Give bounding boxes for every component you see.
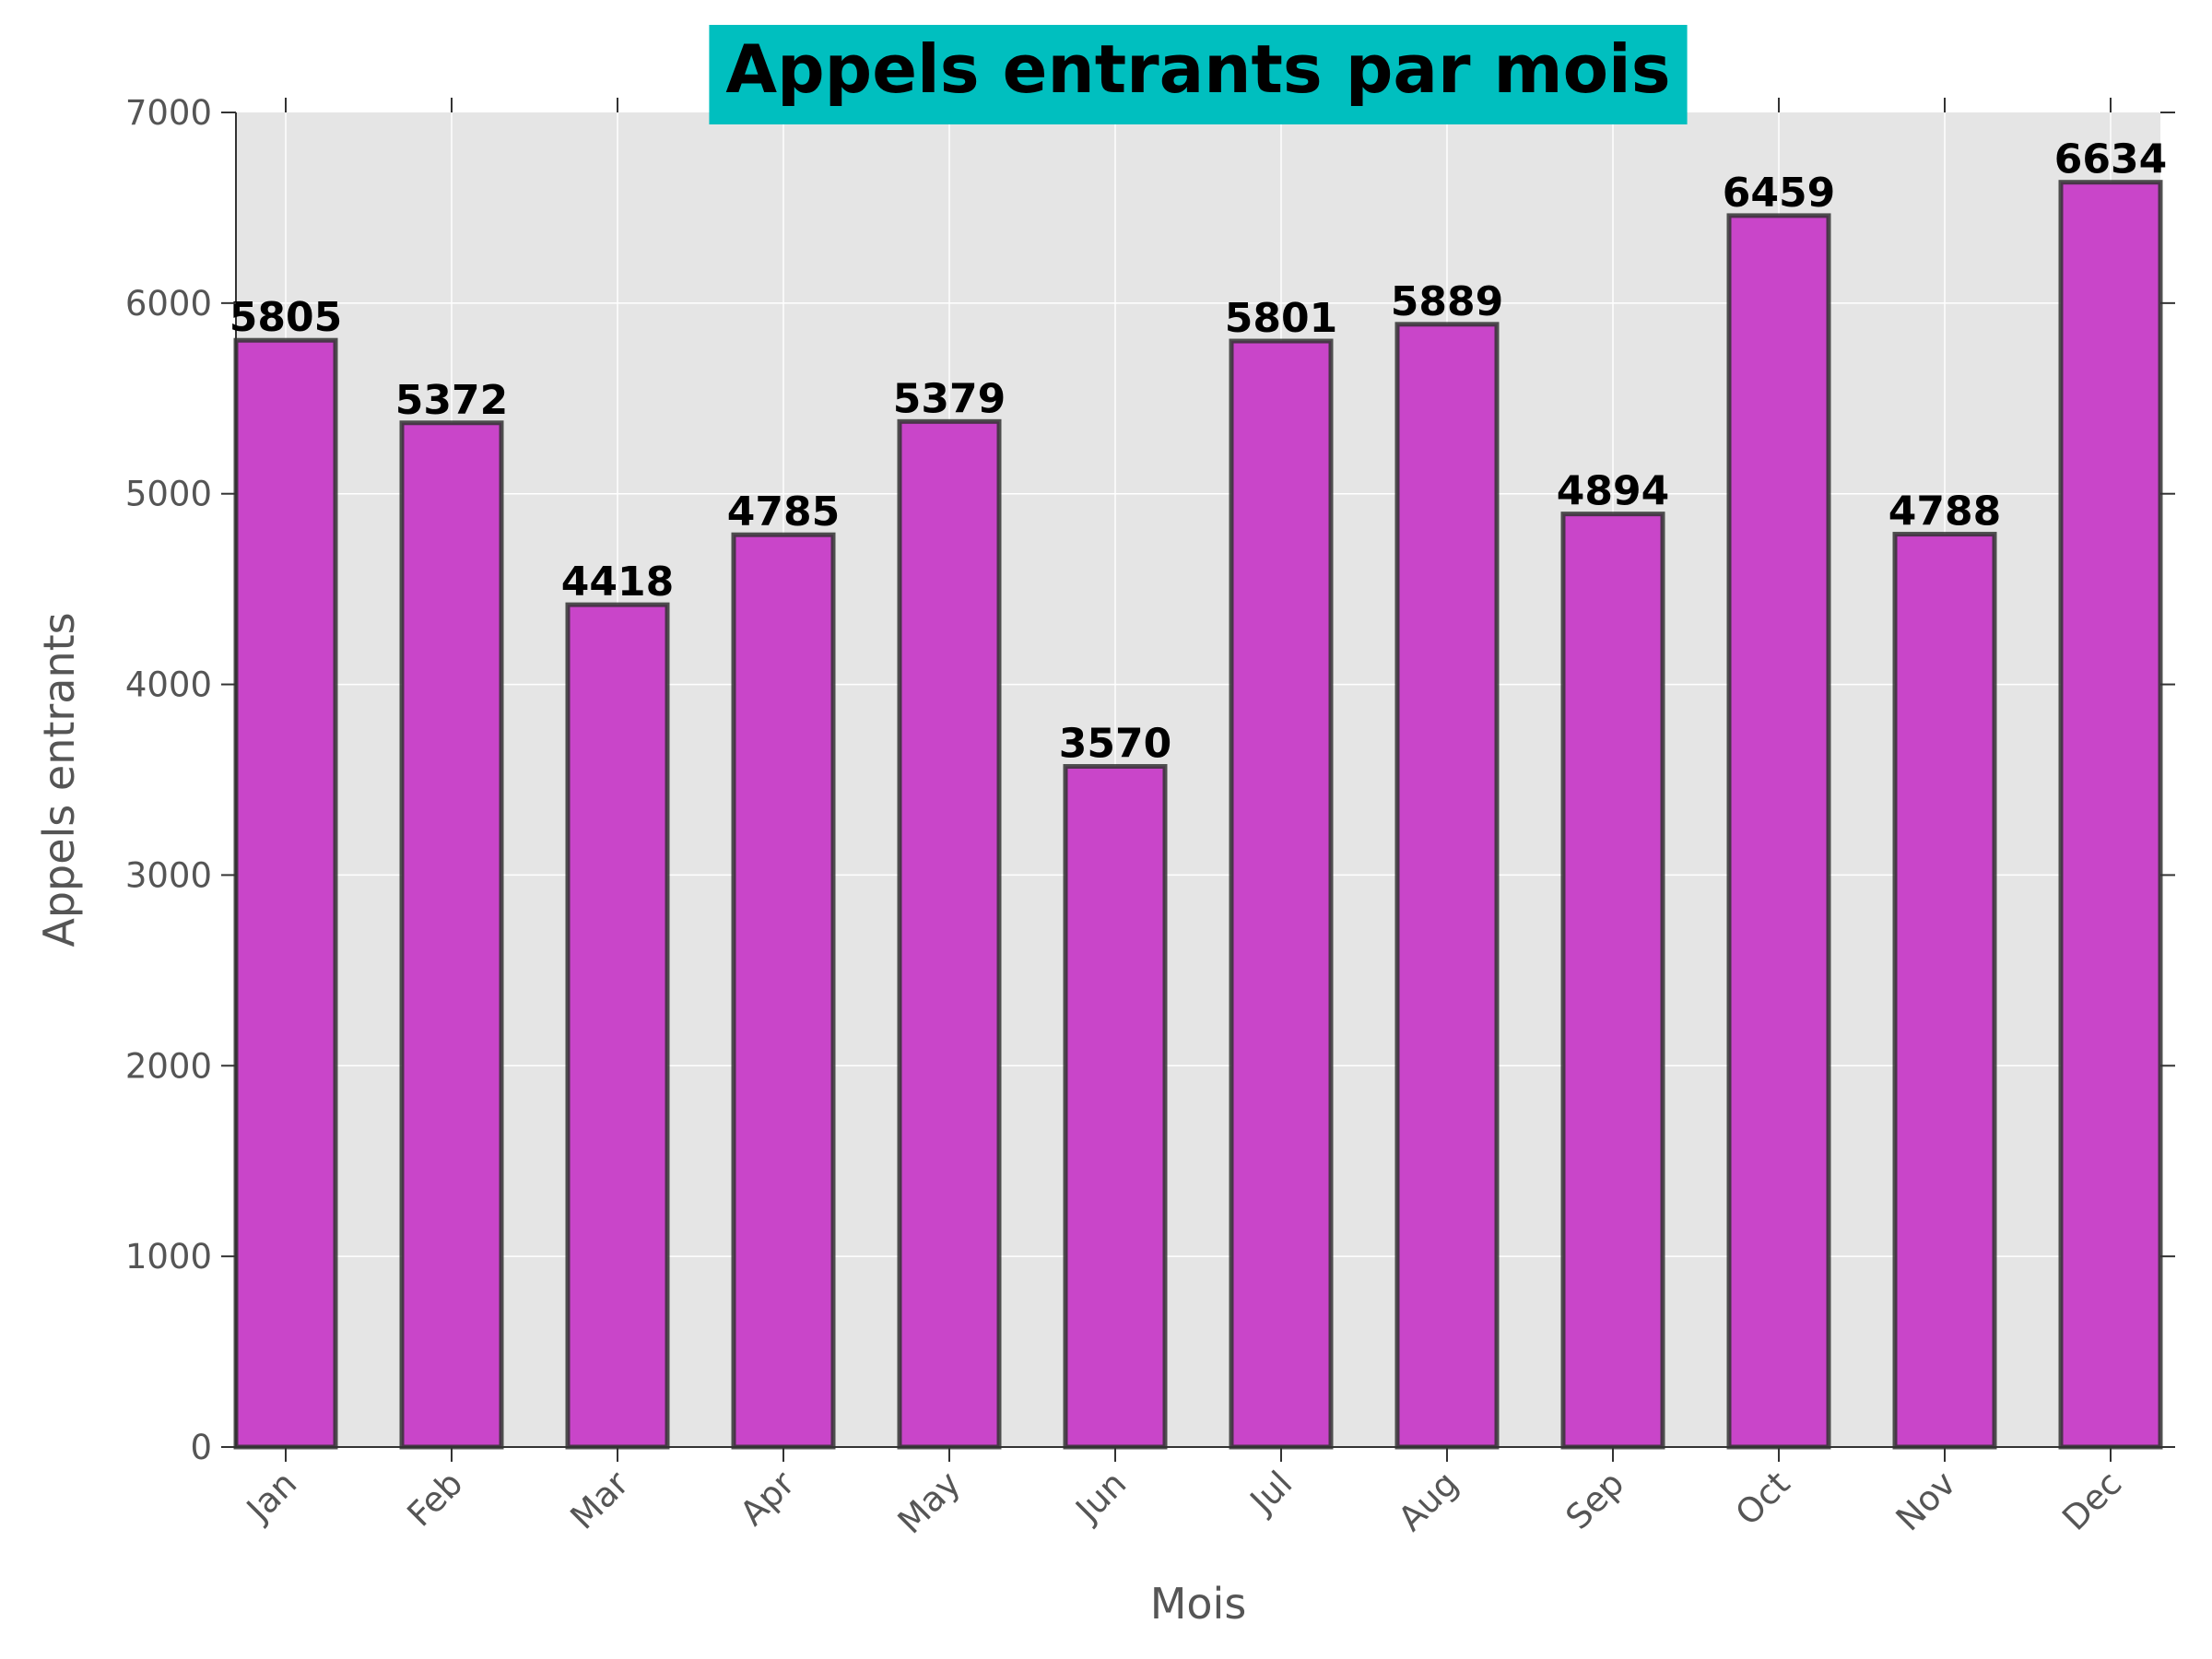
data-label-may: 5379 <box>893 375 1006 422</box>
plot-frame <box>235 112 2160 1448</box>
data-label-oct: 6459 <box>1723 170 1835 217</box>
bar-jan <box>233 337 338 1450</box>
x-tick-label: Feb <box>400 1464 471 1535</box>
bar-oct <box>1726 213 1831 1450</box>
bar-feb <box>399 420 504 1450</box>
x-tick-label: Sep <box>1559 1464 1632 1537</box>
y-tick-label: 5000 <box>125 475 212 514</box>
data-labels: 5805 5372 4418 4785 5379 3570 5801 5889 4894 6459… <box>229 136 2167 768</box>
data-label-dec: 6634 <box>2054 136 2167 183</box>
bar-apr <box>731 532 836 1450</box>
bar-aug <box>1394 322 1500 1450</box>
bar-mar <box>565 602 670 1450</box>
data-label-apr: 4785 <box>727 488 840 535</box>
data-label-jun: 3570 <box>1059 721 1171 768</box>
data-label-sep: 4894 <box>1557 468 1669 515</box>
x-tick-label: May <box>890 1464 968 1541</box>
bar-jul <box>1229 338 1334 1450</box>
x-tick-label: Apr <box>733 1463 803 1533</box>
y-tick-label: 3000 <box>125 855 212 895</box>
x-tick-label: Oct <box>1728 1464 1798 1534</box>
chart-title: Appels entrants par mois <box>725 30 1670 108</box>
x-tick-label: Jan <box>238 1464 304 1530</box>
x-axis-title: Mois <box>1150 1579 1247 1629</box>
y-tick-label: 6000 <box>125 284 212 324</box>
y-tick-label: 2000 <box>125 1046 212 1086</box>
data-label-jan: 5805 <box>229 294 342 341</box>
plot-background <box>236 112 2160 1447</box>
bar-nov <box>1892 532 1997 1450</box>
x-tick-label: Mar <box>563 1463 637 1536</box>
data-label-jul: 5801 <box>1225 295 1337 342</box>
data-label-feb: 5372 <box>395 377 508 424</box>
data-label-aug: 5889 <box>1391 278 1503 325</box>
bar-may <box>897 418 1002 1450</box>
x-tick-label: Jul <box>1241 1464 1300 1522</box>
y-axis-ticks: 0 1000 2000 3000 4000 5000 6000 7000 <box>125 93 2175 1467</box>
y-tick-label: 0 <box>190 1428 212 1467</box>
bar-jun <box>1063 764 1168 1450</box>
y-axis-title: Appels entrants <box>34 612 84 947</box>
data-label-mar: 4418 <box>561 559 674 606</box>
x-tick-label: Aug <box>1391 1464 1465 1538</box>
x-tick-label: Jun <box>1067 1464 1135 1531</box>
y-tick-label: 1000 <box>125 1237 212 1277</box>
y-tick-label: 7000 <box>125 93 212 133</box>
x-tick-label: Nov <box>1888 1464 1963 1538</box>
y-tick-label: 4000 <box>125 665 212 705</box>
chart-title-background <box>709 25 1688 124</box>
bars <box>233 180 2163 1450</box>
data-label-nov: 4788 <box>1888 488 2001 535</box>
bar-sep <box>1560 512 1665 1450</box>
x-tick-label: Dec <box>2054 1464 2129 1538</box>
bar-dec <box>2058 180 2163 1450</box>
